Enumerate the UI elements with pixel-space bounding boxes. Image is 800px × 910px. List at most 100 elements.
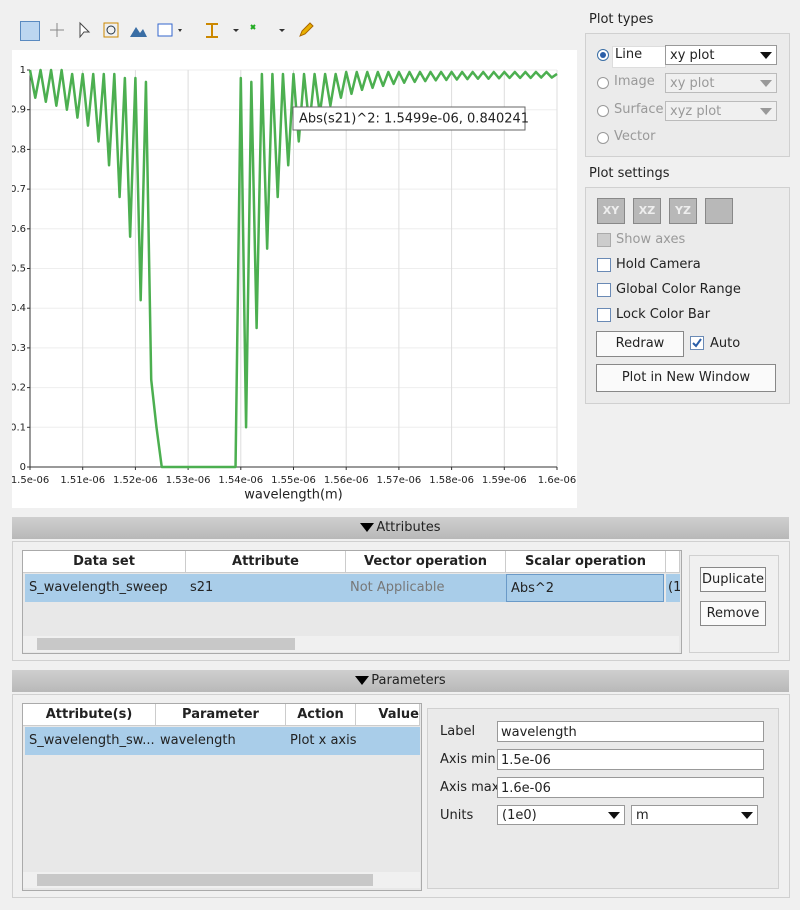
table-cell[interactable] — [356, 727, 420, 755]
x-tick-label: 1.5e-06 — [12, 475, 49, 486]
select-tool[interactable] — [75, 21, 93, 39]
y-tick-label: 0.6 — [12, 224, 26, 235]
y-tick-label: 0.9 — [12, 105, 26, 116]
column-header: Attribute(s) — [23, 704, 156, 726]
select-value: m — [636, 808, 649, 823]
scrollbar[interactable] — [23, 872, 420, 888]
select[interactable]: xy plot — [665, 45, 777, 65]
table-cell[interactable]: Abs^2 — [506, 574, 664, 602]
view-button[interactable]: XZ — [633, 198, 661, 224]
x-tick-label: 1.53e-06 — [166, 475, 211, 486]
column-header: Value — [356, 704, 420, 726]
x-tick-label: 1.55e-06 — [271, 475, 316, 486]
table-cell[interactable]: wavelength — [156, 727, 286, 755]
x-tick-label: 1.6e-06 — [538, 475, 576, 486]
x-tick-label: 1.52e-06 — [113, 475, 158, 486]
radio-label: Line — [612, 46, 666, 68]
section-header[interactable]: Parameters — [12, 670, 789, 692]
column-header: Attribute — [186, 551, 346, 573]
section-title: Plot types — [589, 12, 654, 27]
y-tick-label: 0.4 — [12, 303, 26, 314]
column-header: Action — [286, 704, 356, 726]
units-select[interactable]: m — [631, 805, 758, 825]
axis-max-input[interactable]: 1.6e-06 — [497, 777, 764, 798]
pencil-tool[interactable] — [297, 21, 315, 39]
radio-image[interactable] — [597, 77, 609, 89]
column-header: Parameter — [156, 704, 286, 726]
checkbox-label: Show axes — [616, 232, 686, 247]
redraw-button[interactable]: Redraw — [596, 331, 684, 357]
field-label: Units — [440, 808, 474, 823]
x-tick-label: 1.57e-06 — [377, 475, 422, 486]
radio-vector[interactable] — [597, 132, 609, 144]
marker-tool[interactable] — [249, 21, 285, 39]
x-tick-label: 1.58e-06 — [429, 475, 474, 486]
pan-tool[interactable] — [48, 21, 66, 39]
y-tick-label: 0.1 — [12, 422, 26, 433]
zoom-tool[interactable] — [20, 21, 40, 41]
lock-view-button[interactable] — [705, 198, 733, 224]
y-tick-label: 0 — [20, 462, 26, 473]
table-cell[interactable]: s21 — [186, 574, 346, 602]
y-tick-label: 0.8 — [12, 144, 26, 155]
zoom-box-tool[interactable] — [102, 21, 120, 39]
radio-label: Surface — [614, 102, 664, 117]
table-cell[interactable]: (1 — [666, 574, 680, 602]
section-title: Plot settings — [589, 166, 670, 181]
export-png[interactable] — [156, 21, 182, 39]
checkbox-lock-color-bar[interactable] — [597, 308, 611, 322]
y-tick-label: 0.2 — [12, 383, 26, 394]
x-tick-label: 1.51e-06 — [60, 475, 105, 486]
table-cell[interactable]: S_wavelength_sweep — [25, 574, 186, 602]
text-tool[interactable] — [203, 21, 239, 39]
column-header: Data set — [23, 551, 186, 573]
surface-tool[interactable] — [129, 21, 147, 39]
view-button[interactable]: YZ — [669, 198, 697, 224]
section-header[interactable]: Attributes — [12, 517, 789, 539]
y-tick-label: 1 — [20, 65, 26, 76]
radio-label: Image — [614, 74, 655, 89]
radio-label: Vector — [614, 129, 656, 144]
section-title: Parameters — [371, 673, 446, 688]
radio-surface[interactable] — [597, 105, 609, 117]
tooltip: Abs(s21)^2: 1.5499e-06, 0.840241 — [299, 112, 529, 127]
field-label: Label — [440, 724, 476, 739]
checkbox-label: Lock Color Bar — [616, 307, 711, 322]
column-header: Scalar operation — [506, 551, 666, 573]
remove-button[interactable]: Remove — [700, 601, 766, 626]
checkbox-label: Global Color Range — [616, 282, 741, 297]
field-label: Axis max — [440, 780, 500, 795]
select-value: xy plot — [670, 76, 715, 91]
units-scale-select[interactable]: (1e0) — [497, 805, 625, 825]
table-cell[interactable]: Plot x axis — [286, 727, 356, 755]
radio-line[interactable] — [597, 49, 609, 61]
checkbox-global-color-range[interactable] — [597, 283, 611, 297]
checkbox-label: Auto — [710, 336, 741, 351]
plot-area: 0 0.1 0.2 0.3 0.4 0.5 0.6 0.7 0.8 0.9 1 1.5e-06 1.51… — [12, 50, 577, 508]
view-button[interactable]: XY — [597, 198, 625, 224]
x-axis-label: wavelength(m) — [244, 488, 343, 503]
scrollbar[interactable] — [23, 636, 679, 652]
select-value: xyz plot — [670, 104, 722, 119]
table-cell[interactable]: S_wavelength_sw... — [25, 727, 156, 755]
data-line — [28, 68, 558, 469]
duplicate-button[interactable]: Duplicate — [700, 567, 766, 592]
axis-min-input[interactable]: 1.5e-06 — [497, 749, 764, 770]
y-tick-label: 0.7 — [12, 184, 26, 195]
y-tick-label: 0.5 — [12, 264, 26, 275]
tooltip-box — [292, 106, 526, 131]
new-window-button[interactable]: Plot in New Window — [596, 364, 776, 392]
select-value: xy plot — [670, 48, 715, 63]
table-cell[interactable]: Not Applicable — [346, 574, 506, 602]
label-input[interactable]: wavelength — [497, 721, 764, 742]
select: xy plot — [665, 73, 777, 93]
checkbox-auto[interactable] — [690, 336, 704, 350]
checkbox-show-axes — [597, 233, 611, 247]
column-header: Vector operation — [346, 551, 506, 573]
y-tick-label: 0.3 — [12, 343, 26, 354]
checkbox-hold-camera[interactable] — [597, 258, 611, 272]
x-tick-label: 1.59e-06 — [482, 475, 527, 486]
section-title: Attributes — [376, 520, 441, 535]
x-tick-label: 1.54e-06 — [218, 475, 263, 486]
